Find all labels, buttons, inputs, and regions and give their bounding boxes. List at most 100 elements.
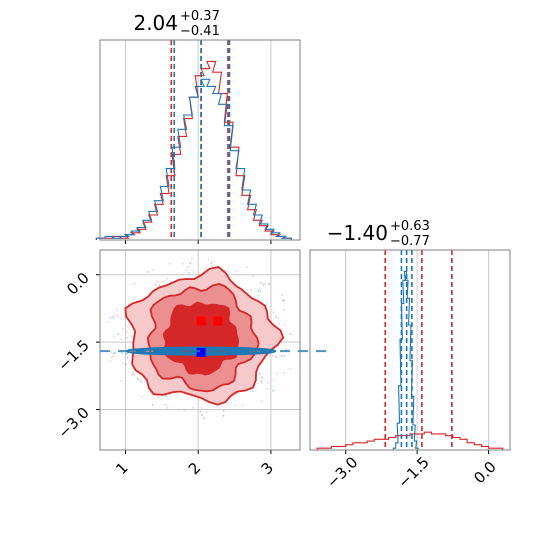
panel-title-0: 2.04 +0.37−0.41 — [133, 9, 219, 39]
scatter-point — [264, 283, 267, 285]
scatter-point — [133, 297, 136, 299]
scatter-point — [268, 283, 271, 285]
scatter-point — [157, 397, 160, 399]
scatter-point — [169, 263, 171, 265]
title-median-0: 2.04 — [133, 11, 178, 35]
scatter-point — [116, 314, 119, 317]
scatter-point — [235, 270, 238, 272]
scatter-point — [260, 380, 263, 383]
scatter-point — [113, 352, 115, 354]
hist-param-2: −3.0 −1.5 0.0 — [316, 250, 504, 492]
scatter-point — [261, 376, 263, 379]
scatter-point — [203, 417, 205, 419]
scatter-point — [273, 378, 275, 381]
scatter-point — [259, 281, 262, 284]
scatter-point — [283, 354, 286, 357]
x-tick-label: 0.0 — [470, 458, 500, 488]
scatter-point — [272, 390, 274, 392]
scatter-point — [131, 335, 133, 337]
scatter-point — [194, 273, 196, 276]
scatter-point — [241, 404, 244, 407]
scatter-point — [177, 409, 180, 412]
scatter-point — [162, 280, 164, 282]
scatter-point — [283, 309, 285, 312]
scatter-point — [205, 411, 208, 413]
scatter-point — [120, 338, 123, 341]
scatter-point — [189, 262, 192, 264]
scatter-point — [109, 316, 112, 319]
scatter-point — [262, 283, 265, 286]
scatter-point — [124, 316, 126, 319]
y-tick-label: 0.0 — [63, 269, 93, 299]
scatter-point — [231, 277, 233, 279]
scatter-point — [124, 330, 127, 333]
x-tick-label: 3 — [258, 459, 277, 478]
hist-line-red — [316, 431, 504, 450]
scatter-point — [128, 303, 130, 305]
hist-line-red — [95, 60, 292, 240]
title-lower-2: −0.77 — [390, 234, 430, 249]
scatter-point — [156, 281, 159, 283]
scatter-point — [275, 372, 278, 375]
scatter-point — [277, 317, 279, 320]
scatter-point — [257, 290, 259, 292]
scatter-point — [191, 257, 193, 260]
scatter-point — [199, 410, 202, 413]
scatter-point — [267, 381, 269, 384]
scatter-point — [187, 266, 189, 269]
scatter-point — [121, 352, 123, 354]
scatter-point — [127, 351, 129, 354]
scatter-point — [259, 290, 262, 292]
scatter-point — [181, 262, 184, 265]
scatter-point — [284, 324, 286, 326]
scatter-point — [124, 313, 126, 315]
scatter-point — [211, 265, 214, 267]
x-tick-label: −3.0 — [323, 453, 361, 491]
scatter-point — [126, 331, 128, 333]
scatter-point — [122, 328, 124, 330]
scatter-point — [110, 351, 113, 353]
scatter-point — [126, 337, 128, 339]
scatter-point — [125, 353, 128, 355]
scatter-point — [234, 404, 237, 406]
scatter-point — [261, 382, 263, 384]
scatter-point — [165, 395, 167, 397]
panel-title-2: −1.40 +0.63−0.77 — [327, 219, 430, 249]
scatter-point — [222, 414, 225, 417]
scatter-point — [151, 403, 154, 406]
scatter-point — [222, 410, 225, 412]
scatter-point — [289, 333, 292, 336]
scatter-point — [210, 262, 213, 265]
scatter-point — [183, 409, 185, 411]
title-lower-0: −0.41 — [180, 24, 220, 39]
x-tick-label: −1.5 — [394, 453, 432, 491]
contour-frame — [99, 249, 301, 451]
x-tick-label: 2 — [185, 459, 204, 478]
y-tick-label: −1.5 — [54, 336, 92, 374]
scatter-point — [107, 320, 110, 323]
red-marker — [196, 316, 206, 326]
scatter-point — [125, 363, 127, 365]
scatter-point — [140, 380, 142, 383]
blue-marker — [196, 347, 206, 357]
scatter-point — [260, 400, 263, 402]
scatter-point — [275, 316, 277, 319]
scatter-point — [166, 407, 168, 409]
scatter-point — [131, 283, 134, 286]
scatter-point — [281, 294, 284, 296]
scatter-point — [152, 269, 154, 272]
title-upper-0: +0.37 — [180, 9, 220, 24]
contour-clip-group — [100, 250, 300, 450]
scatter-point — [278, 322, 280, 325]
scatter-point — [226, 402, 229, 404]
scatter-point — [246, 266, 249, 268]
title-upper-2: +0.63 — [390, 219, 430, 234]
scatter-point — [146, 271, 149, 273]
scatter-point — [113, 336, 116, 339]
scatter-point — [282, 300, 285, 303]
scatter-point — [283, 372, 285, 374]
contour-panel: 1 2 3 0.0 −1.5 −3.0 — [54, 250, 330, 478]
scatter-point — [236, 392, 239, 395]
